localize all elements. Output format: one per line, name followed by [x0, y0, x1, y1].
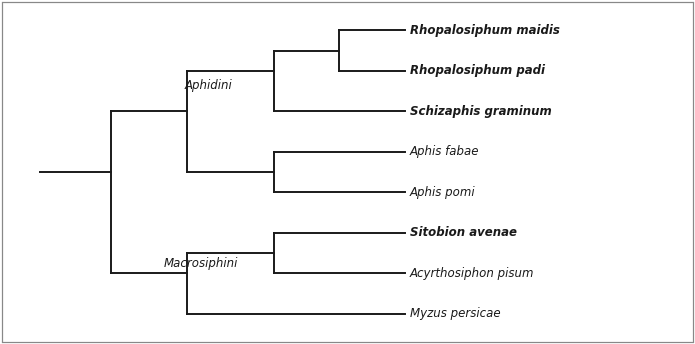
Text: Myzus persicae: Myzus persicae [410, 307, 500, 320]
Text: Sitobion avenae: Sitobion avenae [410, 226, 517, 239]
Text: Aphidini: Aphidini [185, 78, 233, 92]
Text: Acyrthosiphon pisum: Acyrthosiphon pisum [410, 267, 534, 280]
Text: Schizaphis graminum: Schizaphis graminum [410, 105, 552, 118]
Text: Aphis fabae: Aphis fabae [410, 145, 480, 158]
Text: Rhopalosiphum padi: Rhopalosiphum padi [410, 64, 545, 77]
Text: Rhopalosiphum maidis: Rhopalosiphum maidis [410, 24, 560, 37]
Text: Macrosiphini: Macrosiphini [163, 257, 238, 270]
Text: Aphis pomi: Aphis pomi [410, 186, 475, 199]
